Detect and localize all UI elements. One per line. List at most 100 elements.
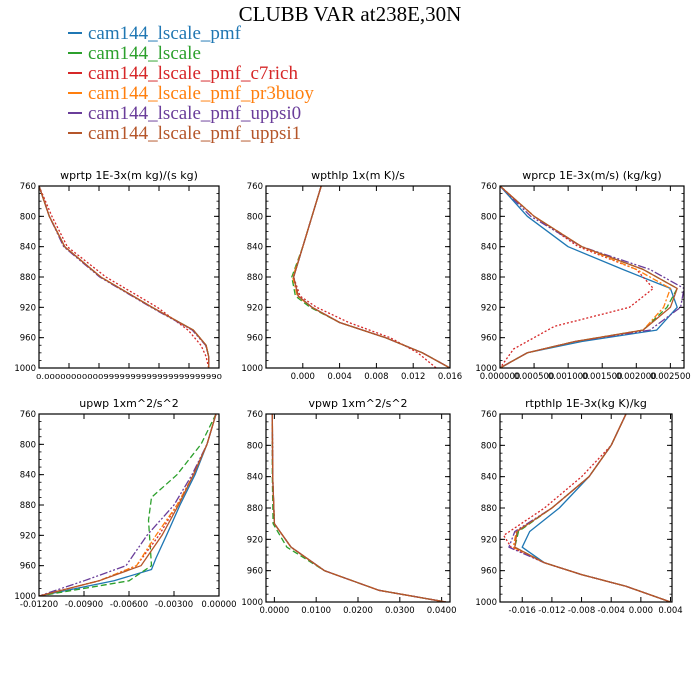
y-tick-label: 800	[247, 441, 263, 451]
panel-frame	[38, 185, 220, 369]
series-line	[271, 414, 446, 602]
y-tick-label: 1000	[14, 592, 36, 602]
series-line	[292, 186, 450, 368]
legend-swatch	[68, 31, 82, 34]
series-line	[500, 186, 678, 368]
x-tick-label: 0.012	[401, 372, 425, 382]
series-line	[514, 414, 671, 602]
legend-swatch	[68, 111, 82, 114]
y-tick-label: 800	[20, 440, 36, 450]
y-tick-label: 1000	[475, 598, 497, 608]
x-tick-label: 0.000	[291, 372, 315, 382]
panel-frame	[265, 413, 451, 603]
x-tick-label: 0.002500	[650, 372, 691, 382]
y-tick-label: 960	[20, 334, 36, 344]
series-line	[512, 414, 671, 602]
x-tick-label: 0.000500	[514, 372, 555, 382]
y-tick-label: 840	[20, 471, 36, 481]
series-line	[39, 186, 210, 368]
series-line	[39, 186, 210, 368]
series-line	[271, 414, 446, 602]
chart-panel: rtpthlp 1E-3x(kg K)/kg 760 800 840 880 920 960…	[475, 397, 682, 616]
y-tick-label: 880	[20, 273, 36, 283]
y-tick-label: 920	[481, 303, 497, 313]
legend-item: cam144_lscale_pmf	[68, 24, 314, 44]
y-tick-label: 840	[247, 473, 263, 483]
x-tick-label: -0.008	[568, 606, 595, 616]
legend-label: cam144_lscale_pmf_pr3buoy	[88, 83, 314, 104]
y-tick-label: 760	[481, 410, 497, 420]
series-line	[514, 414, 671, 602]
series-line	[271, 414, 446, 602]
panel-title: wpthlp 1x(m K)/s	[311, 169, 405, 182]
x-tick-label: 0.000000000009999999999999999999990	[36, 372, 222, 381]
legend-item: cam144_lscale_pmf_pr3buoy	[68, 84, 314, 104]
y-tick-label: 960	[481, 567, 497, 577]
x-tick-label: 0.00000	[201, 600, 236, 610]
panel-title: vpwp 1xm^2/s^2	[308, 397, 407, 410]
series-group	[271, 414, 446, 602]
panel-title: wprcp 1E-3x(m/s) (kg/kg)	[522, 169, 661, 182]
y-tick-label: 760	[20, 182, 36, 192]
x-tick-label: 0.004	[658, 606, 682, 616]
y-tick-label: 880	[247, 504, 263, 514]
x-tick-label: -0.00900	[65, 600, 103, 610]
panel-frame	[38, 413, 220, 597]
x-tick-label: 0.0300	[385, 606, 415, 616]
y-tick-label: 960	[247, 567, 263, 577]
y-tick-label: 960	[481, 334, 497, 344]
series-line	[39, 414, 217, 596]
series-line	[39, 414, 217, 596]
series-group	[39, 414, 217, 596]
y-tick-label: 800	[20, 212, 36, 222]
y-tick-label: 760	[481, 182, 497, 192]
series-line	[500, 186, 654, 368]
x-tick-label: 0.001500	[582, 372, 623, 382]
series-line	[292, 186, 450, 368]
x-tick-label: -0.012	[538, 606, 565, 616]
panel-frame	[265, 185, 451, 369]
series-line	[39, 414, 217, 596]
legend-swatch	[68, 91, 82, 94]
series-line	[39, 186, 210, 368]
panel-title: rtpthlp 1E-3x(kg K)/kg	[525, 397, 647, 410]
series-group	[39, 186, 210, 368]
series-line	[291, 186, 450, 368]
y-tick-label: 1000	[14, 364, 36, 374]
y-tick-label: 760	[247, 182, 263, 192]
y-tick-label: 960	[247, 334, 263, 344]
legend-item: cam144_lscale_pmf_uppsi1	[68, 124, 314, 144]
y-tick-label: 880	[247, 273, 263, 283]
y-tick-label: 880	[481, 273, 497, 283]
legend: cam144_lscale_pmf cam144_lscale cam144_l…	[68, 24, 314, 144]
x-tick-label: 0.016	[438, 372, 462, 382]
series-line	[503, 414, 671, 602]
legend-label: cam144_lscale_pmf_uppsi0	[88, 103, 302, 124]
x-tick-label: 0.0000	[259, 606, 289, 616]
legend-item: cam144_lscale_pmf_uppsi0	[68, 104, 314, 124]
legend-swatch	[68, 131, 82, 134]
x-tick-label: -0.016	[509, 606, 536, 616]
series-line	[292, 186, 450, 368]
y-tick-label: 840	[247, 243, 263, 253]
series-group	[291, 186, 450, 368]
x-tick-label: 0.0200	[343, 606, 373, 616]
x-tick-label: 0.0400	[427, 606, 457, 616]
x-tick-label: 0.000	[629, 606, 653, 616]
panel-title: upwp 1xm^2/s^2	[79, 397, 179, 410]
series-line	[271, 414, 446, 602]
y-tick-label: 920	[20, 303, 36, 313]
series-line	[521, 414, 671, 602]
chart-panel: vpwp 1xm^2/s^2 760 800 840 880 920 960 10000.00…	[241, 397, 456, 616]
y-tick-label: 800	[481, 212, 497, 222]
legend-item: cam144_lscale	[68, 44, 314, 64]
chart-panel: upwp 1xm^2/s^27608008408809209601000-0.0…	[14, 397, 236, 610]
legend-item: cam144_lscale_pmf_c7rich	[68, 64, 314, 84]
x-tick-label: 0.002000	[616, 372, 657, 382]
x-tick-label: -0.00600	[110, 600, 148, 610]
x-tick-label: -0.004	[598, 606, 625, 616]
y-tick-label: 1000	[241, 598, 263, 608]
y-tick-label: 960	[20, 562, 36, 572]
y-tick-label: 800	[481, 441, 497, 451]
